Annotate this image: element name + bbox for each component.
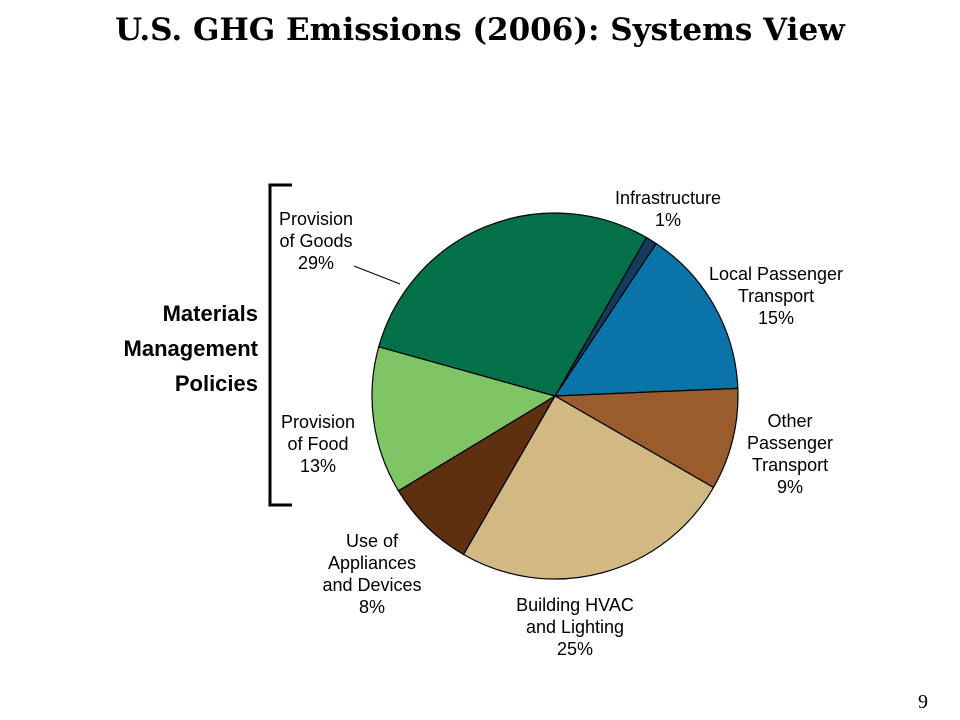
slice-label: Other Passenger Transport 9%	[747, 411, 833, 497]
slice-label: Building HVAC and Lighting 25%	[516, 595, 634, 659]
materials-management-label: Materials Management Policies	[80, 296, 258, 401]
slice-name-line: Transport	[752, 455, 828, 475]
pie-slice	[462, 395, 715, 580]
slice-label: Infrastructure 1%	[615, 188, 721, 230]
slice-value-label: 25%	[557, 639, 593, 659]
goods-leader-line	[353, 265, 401, 285]
slice-value-label: 9%	[777, 477, 803, 497]
slice-value-label: 13%	[300, 456, 336, 476]
slice-label: Provision of Food 13%	[281, 412, 355, 476]
slice-name-line: Other	[767, 411, 812, 431]
pie-slice	[371, 346, 557, 492]
group-label-line-1: Materials	[162, 301, 258, 326]
group-label-line-2: Management	[123, 336, 258, 361]
slice-value-label: 15%	[758, 308, 794, 328]
slice-name-line: and Devices	[322, 575, 421, 595]
slice-name-line: of Food	[287, 434, 348, 454]
page-title: U.S. GHG Emissions (2006): Systems View	[115, 12, 845, 48]
slice-value-label: 29%	[298, 253, 334, 273]
slice-name-line: Infrastructure	[615, 188, 721, 208]
pie-slice	[378, 212, 648, 397]
slice-name-line: Building HVAC	[516, 595, 634, 615]
slice-name-line: Transport	[738, 286, 814, 306]
slice-label: Local Passenger Transport 15%	[709, 264, 843, 328]
pie-slice	[553, 242, 739, 397]
slice-name-line: Provision	[281, 412, 355, 432]
slice-value-label: 1%	[655, 210, 681, 230]
slice-name-line: Appliances	[328, 553, 416, 573]
slice-name-line: and Lighting	[526, 617, 624, 637]
pie-slice	[552, 387, 739, 489]
group-label-line-3: Policies	[174, 371, 258, 396]
slice-name-line: Local Passenger	[709, 264, 843, 284]
slice-name-line: Provision	[279, 209, 353, 229]
slice-value-label: 8%	[359, 597, 385, 617]
slice-label: Provision of Goods 29%	[279, 209, 353, 273]
slice-name-line: of Goods	[279, 231, 352, 251]
materials-bracket	[268, 183, 292, 507]
page-number: 9	[918, 691, 928, 713]
slice-name-line: Passenger	[747, 433, 833, 453]
slice-name-line: Use of	[346, 531, 399, 551]
pie-slice	[397, 395, 556, 556]
slice-label: Use of Appliances and Devices 8%	[322, 531, 421, 617]
